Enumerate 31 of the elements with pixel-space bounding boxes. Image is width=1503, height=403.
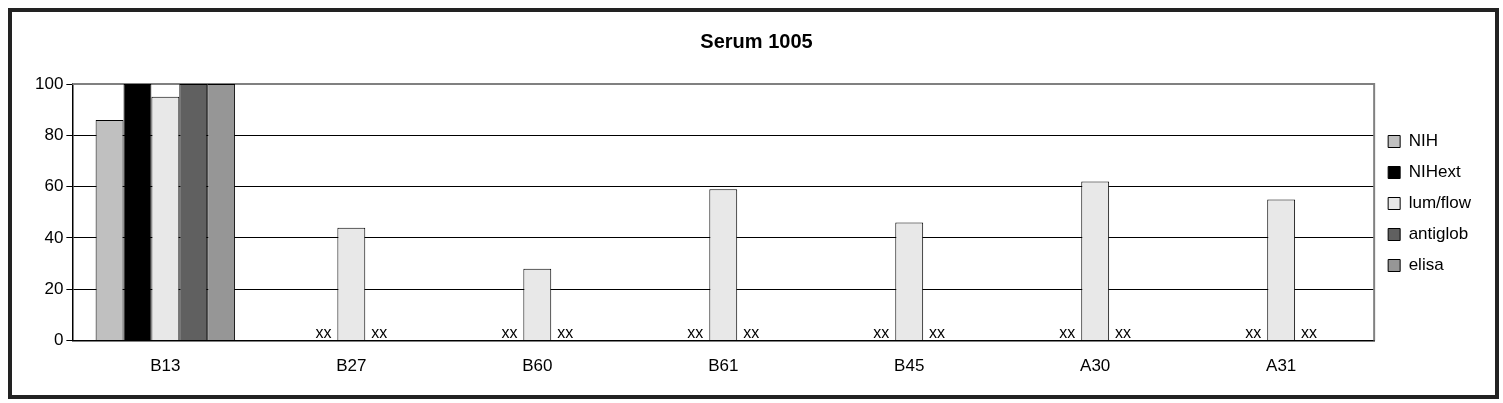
text: xx [1301,324,1318,342]
text: xx [371,324,388,342]
x-tick-label: B13 [150,356,181,376]
y-tick-label: 20 [44,278,64,298]
legend-label: antiglob [1408,224,1469,244]
y-tick-label: 80 [44,125,64,145]
legend-label: NIHext [1408,162,1461,182]
chart-title: Serum 1005 [700,29,813,52]
text: xx [501,324,518,342]
legend-label: NIH [1408,131,1438,151]
text: xx [687,324,704,342]
x-tick-label: A30 [1080,356,1111,376]
y-tick-label: 100 [34,73,64,93]
x-tick-label: B61 [708,356,739,376]
text: xx [557,324,574,342]
text: xx [873,324,890,342]
text: xx [929,324,946,342]
text: xx [743,324,760,342]
x-tick-label: B45 [894,356,925,376]
y-tick-label: 60 [44,176,64,196]
text: xx [315,324,332,342]
x-tick-label: B60 [522,356,553,376]
x-tick-label: B27 [336,356,367,376]
y-tick-label: 40 [44,227,64,247]
y-tick-label: 0 [53,330,64,350]
legend-label: elisa [1408,255,1445,275]
text: xx [1115,324,1132,342]
legend-label: lum/flow [1408,193,1472,213]
x-tick-label: A31 [1266,356,1297,376]
text: xx [1059,324,1076,342]
text: xx [1245,324,1262,342]
